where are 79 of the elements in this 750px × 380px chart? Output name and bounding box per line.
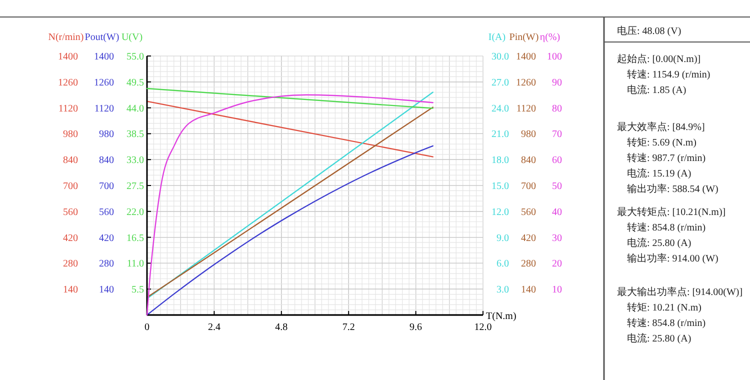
y2-tick-label: 1120 [516,103,536,114]
y-tick-label: 700 [99,181,114,192]
y2-tick-label: 30 [552,232,562,244]
x-tick-label: 2.4 [208,322,220,333]
y-tick-label: 5.5 [132,284,144,296]
text: η(%) [540,32,560,43]
y2-tick-label: 1260 [516,77,536,88]
y-tick-label: 27.5 [126,181,144,192]
y2-tick-label: 420 [521,232,536,244]
y-tick-label: 16.5 [126,232,144,244]
y-tick-label: 1400 [58,52,78,62]
text: I(A) [488,32,506,43]
y2-tick-label: 24.0 [492,103,509,114]
y2-tick-label: 10 [552,284,562,296]
y2-tick-label: 100 [547,52,562,62]
y-tick-label: 840 [63,155,78,166]
line-series [146,145,434,316]
y2-tick-label: 12.0 [492,206,509,218]
y2-tick-label: 560 [521,206,536,218]
y-tick-label: 1260 [58,77,78,88]
y-tick-label: 980 [99,129,114,140]
y-tick-label: 49.5 [126,77,144,88]
y-tick-label: 1120 [94,103,114,114]
x-tick-label: 4.8 [275,322,288,333]
y2-tick-label: 18.0 [492,155,509,166]
y-tick-label: 980 [63,129,78,140]
text: 最大输出功率点: [914.00(W)] 转矩: 10.21 (N.m) 转速: 854.8 (r/min) 电流: 25.80 (A) [617,286,743,344]
y-tick-label: 44.0 [126,103,144,114]
y2-tick-label: 20 [552,258,562,270]
y-tick-label: 700 [63,181,78,192]
y-tick-label: 420 [99,232,114,244]
y2-tick-label: 140 [521,284,536,296]
y2-tick-label: 280 [521,258,536,270]
text: N(r/min) [48,32,84,43]
y2-tick-label: 840 [521,155,536,166]
y-tick-label: 420 [63,232,78,244]
y2-tick-label: 27.0 [492,77,509,88]
y2-tick-label: 6.0 [496,258,509,270]
y2-tick-label: 1400 [516,52,536,62]
y-tick-label: 1400 [94,52,114,62]
y-tick-label: 280 [99,258,114,270]
y-tick-label: 560 [99,206,114,218]
y-tick-label: 1260 [94,77,114,88]
x-tick-label: 7.2 [342,322,355,333]
y-tick-label: 11.0 [126,258,144,270]
text: U(V) [121,32,143,43]
y2-tick-label: 50 [552,181,562,192]
y2-tick-label: 70 [552,129,562,140]
text: 起始点: [0.00(N.m)] 转速: 1154.9 (r/min) 电流: 1.85 (A) [617,53,710,96]
y2-tick-label: 30.0 [492,52,509,62]
y-tick-label: 140 [99,284,114,296]
x-tick-label: 12.0 [474,322,492,333]
y2-tick-label: 700 [521,181,536,192]
y-tick-label: 140 [63,284,78,296]
y-tick-label: 560 [63,206,78,218]
text: 电压: 48.08 (V) [617,25,682,37]
y-tick-label: 33.0 [126,155,144,166]
y2-tick-label: 9.0 [496,232,509,244]
text: Pin(W) [509,32,539,43]
y-tick-label: 38.5 [126,129,144,140]
y-tick-label: 55.0 [126,52,144,62]
x-tick-label: 0 [144,322,150,333]
y2-tick-label: 40 [552,206,562,218]
y-tick-label: 280 [63,258,78,270]
y2-tick-label: 3.0 [496,284,509,296]
x-axis-title: T(N.m) [486,311,516,322]
y2-tick-label: 21.0 [492,129,509,140]
x-tick-label: 9.6 [410,322,422,333]
text: Pout(W) [84,32,120,43]
y2-tick-label: 60 [552,155,562,166]
y2-tick-label: 15.0 [492,181,509,192]
y-tick-label: 22.0 [126,206,144,218]
text: 最大转矩点: [10.21(N.m)] 转速: 854.8 (r/min) 电流: 25.80 (A) 输出功率: 914.00 (W) [617,206,726,264]
y-tick-label: 840 [99,155,114,166]
text: 最大效率点: [84.9%] 转矩: 5.69 (N.m) 转速: 987.7 (r/min) 电流: 15.19 (A) 输出功率: 588.54 (W) [617,121,718,195]
y-tick-label: 1120 [58,103,78,114]
y2-tick-label: 90 [552,77,562,88]
y2-tick-label: 980 [521,129,536,140]
y2-tick-label: 80 [552,103,562,114]
